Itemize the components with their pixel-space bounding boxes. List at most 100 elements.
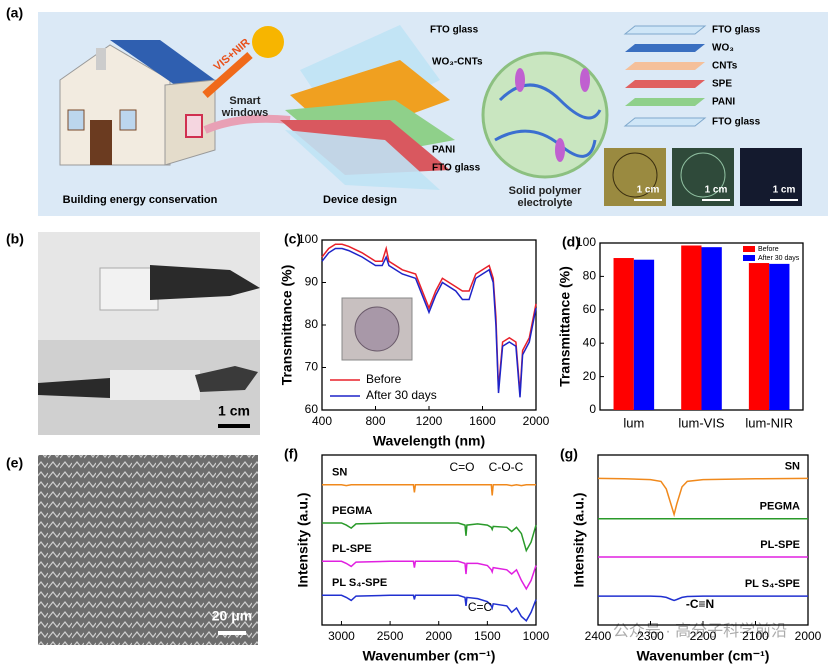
x-tick-label: 2000: [425, 629, 452, 643]
series-line: [597, 477, 809, 518]
bar: [701, 247, 722, 410]
x-tick-label: 2300: [637, 629, 664, 643]
y-tick-label: 80: [583, 269, 597, 283]
legend-swatch: [743, 255, 755, 261]
x-tick-label: 2200: [690, 629, 717, 643]
stack-layer-label: CNTs: [712, 61, 738, 72]
panel-label: (b): [6, 231, 24, 247]
stack-layer-label: WO₃: [712, 43, 734, 54]
caption: Building energy conservation: [63, 194, 218, 206]
y-axis-label: Intensity (a.u.): [571, 493, 587, 588]
device-layer-label: PANI: [432, 145, 455, 156]
x-tick-label: lum-NIR: [745, 415, 793, 430]
caption: Device design: [323, 194, 397, 206]
legend-label: Before: [758, 246, 779, 253]
plot-frame: [321, 454, 537, 626]
x-tick-label: 1500: [474, 629, 501, 643]
tweezer: [150, 265, 260, 300]
x-tick-label: 1200: [416, 414, 443, 428]
panel-label: (a): [6, 5, 23, 21]
x-tick-label: 2000: [523, 414, 550, 428]
legend-swatch: [743, 246, 755, 252]
y-tick-label: 100: [298, 232, 318, 246]
series-line: [598, 595, 808, 602]
house: [50, 26, 291, 166]
series-label: PL S₄-SPE: [332, 577, 387, 589]
annotation: C-O-C: [489, 460, 524, 474]
inset-pattern: [354, 306, 400, 352]
device-layer-label: WO₃-CNTs: [432, 57, 483, 68]
series-line: [322, 484, 536, 496]
series-line: [322, 522, 537, 553]
electrolyte-illustration: [481, 51, 609, 179]
series-line: [321, 243, 537, 394]
y-axis-label: Transmittance (%): [557, 266, 573, 387]
x-axis-label: Wavelength (nm): [373, 433, 485, 449]
film: [110, 370, 200, 400]
panel-label: (f): [284, 446, 298, 462]
tweezer: [195, 366, 258, 392]
stack-layer-label: FTO glass: [712, 25, 761, 36]
panel-label: (d): [562, 234, 580, 250]
bar: [613, 258, 634, 410]
x-tick-label: 3000: [328, 629, 355, 643]
scale-bar-label: 1 cm: [218, 403, 250, 419]
scale-bar-label: 1 cm: [705, 185, 728, 196]
x-tick-label: lum-VIS: [678, 415, 725, 430]
legend-label: Before: [366, 372, 402, 386]
bar: [633, 259, 655, 410]
x-tick-label: 2000: [795, 629, 822, 643]
panel-label: (e): [6, 455, 23, 471]
annotation: C=O: [449, 460, 474, 474]
scale-bar-label: 20 μm: [212, 608, 252, 624]
annotation: -C≡N: [686, 597, 714, 611]
device-layer-label: FTO glass: [430, 25, 479, 36]
x-axis-label: Wavenumber (cm⁻¹): [363, 648, 496, 664]
panel-label: (c): [284, 231, 301, 247]
x-tick-label: 1000: [523, 629, 550, 643]
y-tick-label: 80: [305, 317, 319, 331]
x-tick-label: 800: [365, 414, 385, 428]
y-tick-label: 40: [583, 335, 597, 349]
series-label: SN: [332, 467, 347, 479]
bar: [681, 245, 702, 410]
series-label: PL-SPE: [332, 543, 372, 555]
device-photos: [604, 148, 802, 206]
x-tick-label: lum: [623, 415, 644, 430]
y-tick-label: 70: [305, 360, 319, 374]
series-label: SN: [785, 460, 800, 472]
scale-bar-label: 1 cm: [637, 185, 660, 196]
y-tick-label: 60: [305, 402, 319, 416]
y-tick-label: 100: [576, 235, 596, 249]
film: [99, 267, 159, 311]
panel-label: (g): [560, 446, 578, 462]
legend-label: After 30 days: [366, 388, 437, 402]
x-axis-label: Wavenumber (cm⁻¹): [637, 648, 770, 664]
caption: Solid polymer electrolyte: [508, 185, 582, 209]
y-axis-label: Transmittance (%): [279, 265, 295, 386]
x-tick-label: 2400: [585, 629, 612, 643]
window-label: Smart windows: [221, 95, 269, 119]
series-label: PL-SPE: [760, 539, 800, 551]
y-axis-label: Intensity (a.u.): [295, 493, 311, 588]
layer-stack: [623, 25, 707, 127]
annotation: C=C: [468, 600, 493, 614]
x-tick-label: 2500: [377, 629, 404, 643]
y-tick-label: 20: [583, 369, 597, 383]
series-line: [322, 560, 537, 591]
y-tick-label: 90: [305, 275, 319, 289]
scale-bar-label: 1 cm: [773, 185, 796, 196]
x-tick-label: 2100: [742, 629, 769, 643]
sem-image: [38, 455, 258, 645]
y-tick-label: 60: [583, 302, 597, 316]
stack-layer-label: PANI: [712, 97, 735, 108]
series-label: PEGMA: [760, 501, 800, 513]
bar: [769, 263, 790, 410]
x-tick-label: 1600: [469, 414, 496, 428]
device-layers: [280, 25, 455, 190]
device-layer-label: FTO glass: [432, 163, 481, 174]
legend-label: After 30 days: [758, 255, 800, 262]
series-label: PL S₄-SPE: [745, 578, 800, 590]
